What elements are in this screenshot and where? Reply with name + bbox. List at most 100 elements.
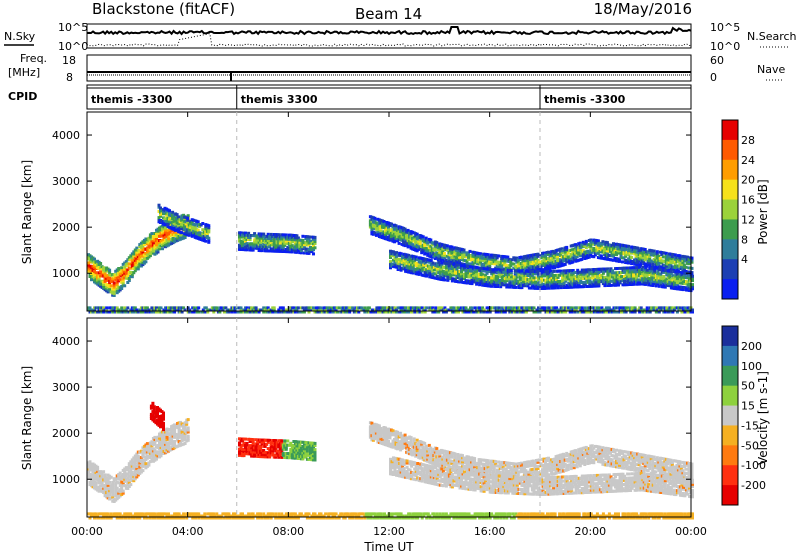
echo-cell [682,259,686,263]
echo-cell [390,222,393,226]
echo-cell [248,310,252,314]
echo-cell [583,306,587,310]
echo-cell [683,286,687,290]
echo-cell [376,230,380,234]
echo-cell [108,283,112,287]
echo-cell [645,274,649,278]
echo-cell [410,264,414,268]
echo-cell [530,274,534,278]
echo-cell [615,253,618,257]
echo-cell [305,306,309,310]
echo-cell [624,252,628,256]
echo-cell [111,483,115,487]
echo-cell [623,275,626,278]
echo-cell [511,279,515,283]
colorbar-tick-label: 4 [741,253,748,266]
echo-cell [655,256,659,260]
echo-cell [204,239,208,243]
echo-cell [547,276,551,280]
echo-cell [683,310,687,314]
echo-cell [450,279,454,283]
echo-cell [108,474,112,478]
echo-cell [654,264,658,268]
echo-cell [386,306,389,310]
echo-cell [254,306,258,310]
echo-cell [623,281,626,285]
echo-cell [544,274,548,278]
echo-cell [687,260,691,264]
echo-cell [590,250,594,254]
echo-cell [560,261,564,265]
echo-cell [239,308,243,312]
echo-cell [290,250,294,254]
echo-cell [680,273,684,277]
echo-cell [396,235,399,239]
echo-cell [610,252,614,256]
echo-cell [406,228,410,232]
echo-cell [184,220,188,224]
echo-cell [401,256,405,260]
echo-cell [486,259,490,263]
echo-cell [428,269,432,273]
echo-cell [536,258,540,262]
echo-cell [100,481,104,485]
echo-cell [607,306,611,310]
echo-cell [488,268,492,271]
echo-cell [453,265,457,269]
echo-cell [581,240,585,244]
echo-cell [639,249,643,253]
echo-cell [405,255,409,259]
echo-cell [621,260,624,264]
echo-cell [167,237,170,241]
echo-cell [607,277,611,281]
echo-cell [619,251,623,255]
echo-cell [188,308,192,312]
echo-cell [632,278,636,282]
echo-cell [579,279,583,282]
echo-cell [305,237,309,241]
echo-cell [284,233,288,237]
echo-cell [266,239,270,242]
echo-cell [619,253,623,257]
echo-cell [476,255,480,259]
echo-cell [302,310,306,314]
echo-cell [403,227,407,231]
echo-cell [129,468,133,472]
echo-cell [260,308,264,312]
echo-cell [91,310,95,314]
echo-cell [569,252,573,256]
echo-cell [561,271,565,275]
echo-cell [410,267,414,270]
echo-cell [541,274,545,278]
echo-cell [94,267,98,270]
echo-cell [458,253,461,257]
echo-cell [287,310,291,314]
sky-right-tick-top: 10^5 [710,21,740,34]
echo-cell [601,280,605,284]
echo-cell [493,268,497,272]
cpid-panel: CPID themis -3300 themis 3300 themis -3300 [8,84,692,110]
echo-cell [578,241,582,245]
echo-cell [456,251,460,255]
echo-cell [271,247,275,251]
echo-cell [111,491,115,495]
freq-left-tick-top: 18 [62,54,76,67]
echo-cell [130,470,134,474]
echo-cell [642,260,646,264]
echo-cell [307,241,311,245]
echo-cell [609,267,613,271]
sky-left-tick-top: 10^5 [58,21,88,34]
echo-cell [464,275,468,279]
echo-cell [574,279,578,283]
echo-cell [398,264,402,268]
echo-cell [153,234,157,237]
colorbar-tick-label: 8 [741,233,748,246]
echo-cell [612,242,615,246]
echo-cell [667,256,671,260]
echo-cell [464,306,468,310]
echo-cell [440,278,444,281]
sky-panel-frame [86,23,692,49]
echo-cell [431,263,435,267]
echo-cell [580,251,584,255]
